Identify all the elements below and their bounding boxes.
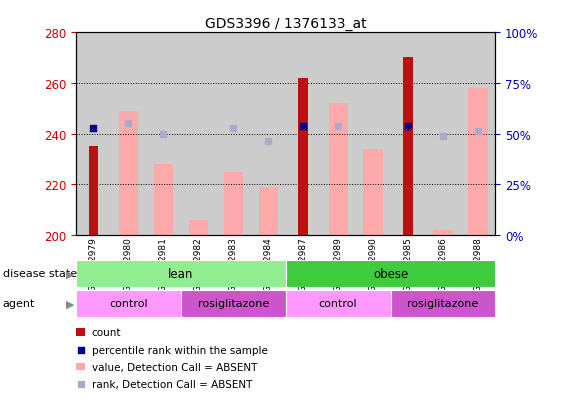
Text: percentile rank within the sample: percentile rank within the sample [92,345,267,355]
Bar [146,33,181,235]
Text: value, Detection Call = ABSENT: value, Detection Call = ABSENT [92,362,257,372]
Text: obese: obese [373,267,408,280]
Bar [224,172,243,235]
Text: lean: lean [168,267,194,280]
Bar [251,33,286,235]
Text: disease state: disease state [3,268,77,279]
Text: rosiglitazone: rosiglitazone [408,299,479,309]
Bar [119,112,138,235]
Bar [181,33,216,235]
Bar [76,290,181,317]
Bar [329,104,348,235]
Bar [356,33,391,235]
Text: ▶: ▶ [66,268,75,279]
Text: rank, Detection Call = ABSENT: rank, Detection Call = ABSENT [92,380,252,389]
Bar [216,33,251,235]
Text: agent: agent [3,299,35,309]
Bar [468,89,488,235]
Text: ▶: ▶ [66,299,75,309]
Point [77,381,86,388]
Point [159,131,168,138]
Bar [189,220,208,235]
Bar [321,33,356,235]
Point [299,123,308,130]
Text: control: control [109,299,148,309]
Bar [364,150,383,235]
Bar [286,290,391,317]
Bar [391,33,426,235]
Point [334,123,343,130]
Bar [286,260,495,287]
Bar [181,290,286,317]
Point [124,121,133,127]
Text: rosiglitazone: rosiglitazone [198,299,269,309]
Bar [88,147,99,235]
Bar [426,33,461,235]
Bar [403,58,413,235]
Point [473,128,482,135]
Point [439,133,448,140]
Bar [258,188,278,235]
Bar [461,33,495,235]
Point [404,123,413,130]
Bar [154,164,173,235]
Bar [111,33,146,235]
Text: control: control [319,299,358,309]
Bar [76,33,111,235]
Bar [391,290,495,317]
Bar [285,33,321,235]
Point [77,347,86,353]
Bar [76,260,286,287]
Text: count: count [92,328,121,337]
Point [229,126,238,133]
Title: GDS3396 / 1376133_at: GDS3396 / 1376133_at [205,17,367,31]
Point [263,138,272,145]
Bar [434,230,453,235]
Bar [298,78,308,235]
Point [89,126,98,133]
